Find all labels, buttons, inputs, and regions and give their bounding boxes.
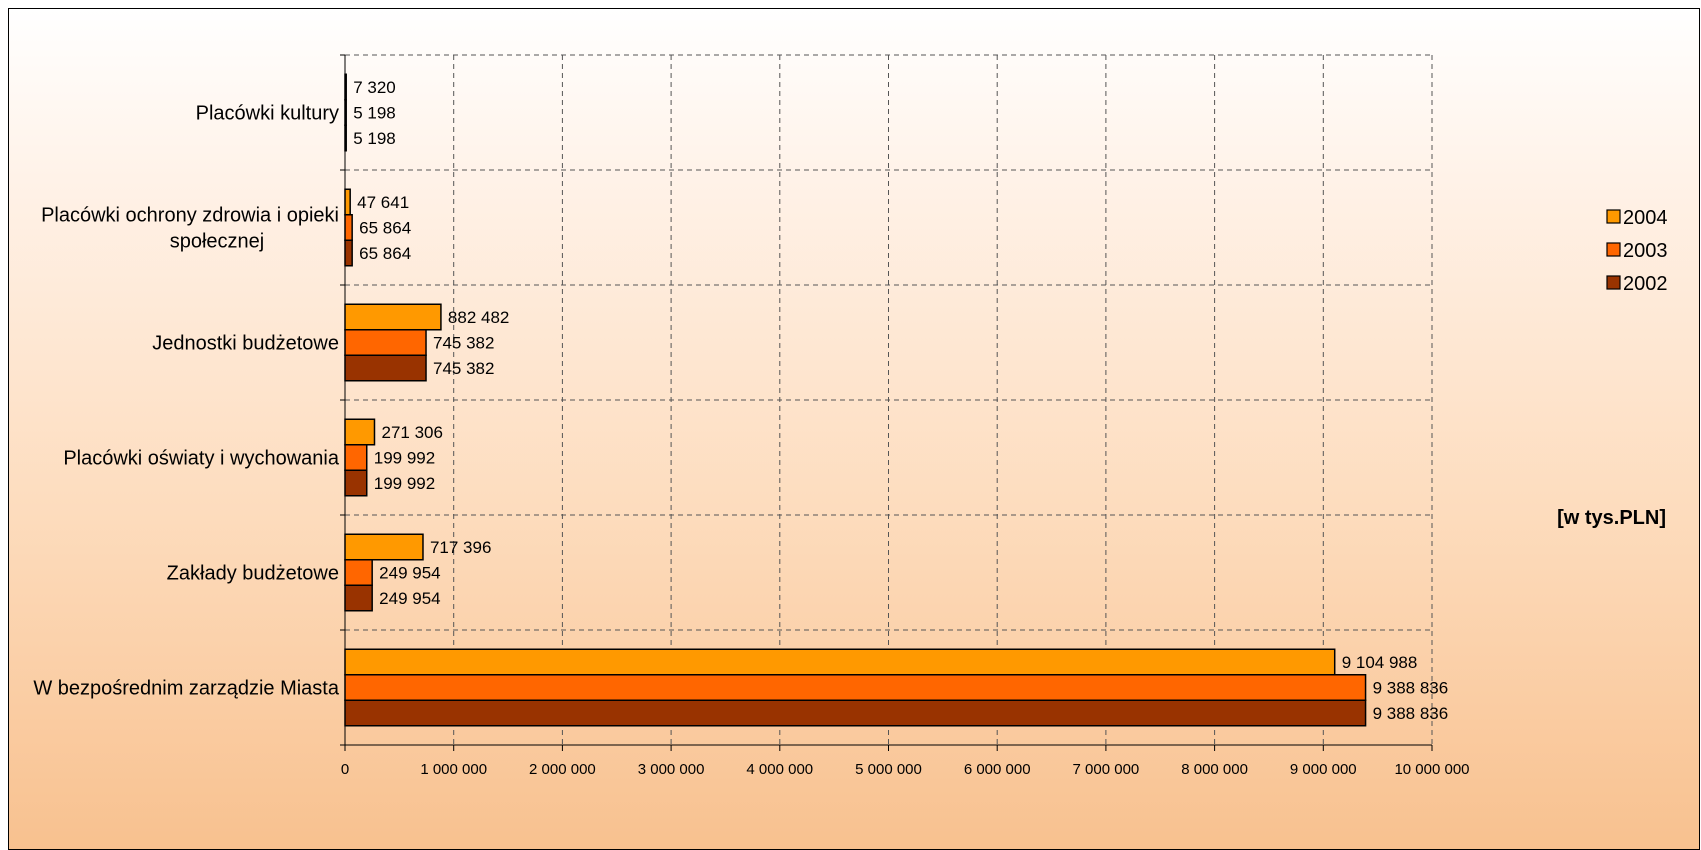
- legend-swatch-2002: [1606, 275, 1621, 290]
- bar-2003: [344, 674, 1367, 701]
- x-tick-label: 8 000 000: [1181, 761, 1248, 778]
- bar-2003: [344, 444, 368, 471]
- bar-2002: [344, 469, 368, 497]
- category-label: Placówki ochrony zdrowia i opieki: [41, 205, 339, 227]
- x-tick-label: 3 000 000: [638, 761, 705, 778]
- bar-2004: [344, 418, 376, 446]
- data-label-2002: 65 864: [359, 244, 411, 263]
- chart-frame: 7 320 5 198 5 198 Placówki kultury 47 641 65 …: [8, 8, 1700, 850]
- category-label: Placówki kultury: [196, 103, 339, 125]
- category-label: W bezpośrednim zarządzie Miasta: [33, 678, 340, 700]
- legend-label-2003: 2003: [1623, 240, 1668, 262]
- x-tick-label: 10 000 000: [1394, 761, 1469, 778]
- data-label-2004: 882 482: [448, 308, 509, 327]
- data-label-2004: 717 396: [430, 538, 491, 557]
- bar-2004: [344, 188, 351, 216]
- bar-chart: 7 320 5 198 5 198 Placówki kultury 47 641 65 …: [33, 54, 1668, 778]
- data-label-2003: 199 992: [374, 449, 435, 468]
- bar-2002: [344, 584, 373, 612]
- data-label-2004: 271 306: [381, 423, 442, 442]
- category-label: Zakłady budżetowe: [167, 563, 339, 585]
- bar-2002: [344, 239, 353, 267]
- bar-2003: [344, 329, 427, 356]
- bar-2004: [344, 303, 442, 331]
- bar-2002: [344, 354, 427, 382]
- x-tick-label: 7 000 000: [1073, 761, 1140, 778]
- x-tick-label: 2 000 000: [529, 761, 596, 778]
- unit-label: [w tys.PLN]: [1557, 507, 1666, 529]
- data-label-2004: 47 641: [357, 193, 409, 212]
- x-tick-label: 5 000 000: [855, 761, 922, 778]
- data-label-2002: 9 388 836: [1373, 704, 1449, 723]
- bar-2004: [344, 533, 424, 561]
- data-label-2003: 249 954: [379, 564, 440, 583]
- bar-2002: [344, 699, 1367, 727]
- data-label-2003: 9 388 836: [1373, 679, 1449, 698]
- category-label: społecznej: [170, 231, 265, 253]
- data-label-2003: 745 382: [433, 334, 494, 353]
- category-label: Placówki oświaty i wychowania: [63, 448, 340, 470]
- bar-2003: [344, 214, 353, 241]
- x-tick-label: 6 000 000: [964, 761, 1031, 778]
- data-label-2002: 249 954: [379, 589, 440, 608]
- x-tick-label: 0: [341, 761, 349, 778]
- data-label-2002: 199 992: [374, 474, 435, 493]
- legend-swatch-2003: [1606, 242, 1621, 257]
- bar-2003: [344, 559, 373, 586]
- data-label-2002: 5 198: [353, 129, 396, 148]
- category-label: Jednostki budżetowe: [152, 333, 339, 355]
- data-label-2004: 7 320: [353, 78, 396, 97]
- data-label-2004: 9 104 988: [1342, 653, 1418, 672]
- data-label-2003: 65 864: [359, 219, 411, 238]
- legend-label-2004: 2004: [1623, 207, 1668, 229]
- legend-label-2002: 2002: [1623, 273, 1668, 295]
- x-tick-label: 1 000 000: [420, 761, 487, 778]
- x-tick-label: 9 000 000: [1290, 761, 1357, 778]
- data-label-2003: 5 198: [353, 104, 396, 123]
- data-label-2002: 745 382: [433, 359, 494, 378]
- bar-2004: [344, 648, 1336, 676]
- x-tick-label: 4 000 000: [746, 761, 813, 778]
- legend-swatch-2004: [1606, 209, 1621, 224]
